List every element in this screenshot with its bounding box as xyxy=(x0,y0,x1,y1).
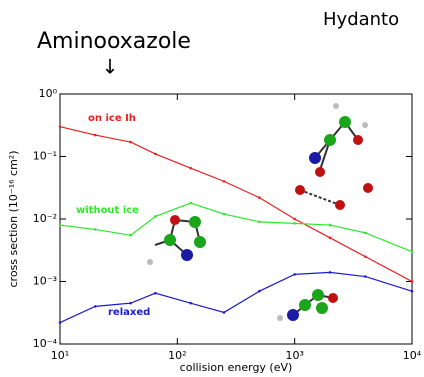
data-point xyxy=(94,228,97,231)
data-point xyxy=(154,215,157,218)
data-point xyxy=(411,250,414,253)
molecule-hydantoin xyxy=(295,103,373,210)
data-point xyxy=(59,125,62,128)
y-tick-label: 10⁻² xyxy=(33,212,57,225)
x-axis-label: collision energy (eV) xyxy=(180,361,293,374)
data-point xyxy=(258,221,261,224)
y-tick-label: 10⁻³ xyxy=(33,275,57,288)
arrow: ↓ xyxy=(102,55,119,79)
data-point xyxy=(293,273,296,276)
series-label: without ice xyxy=(76,205,139,216)
data-point xyxy=(154,292,157,295)
data-point xyxy=(411,280,414,283)
molecule-aminooxazole xyxy=(147,215,206,265)
data-point xyxy=(258,196,261,199)
data-point xyxy=(59,224,62,227)
data-point xyxy=(223,213,226,216)
data-point xyxy=(329,271,332,274)
data-point xyxy=(223,180,226,183)
data-point xyxy=(59,321,62,324)
data-point xyxy=(223,311,226,314)
data-point xyxy=(94,134,97,137)
data-point xyxy=(129,234,132,237)
data-point xyxy=(364,255,367,258)
data-point xyxy=(129,141,132,144)
series-label: on ice Ih xyxy=(88,113,136,124)
x-tick-label: 10⁴ xyxy=(403,349,422,362)
data-point xyxy=(329,224,332,227)
data-point xyxy=(258,290,261,293)
data-point xyxy=(329,237,332,240)
chart: Aminooxazole ↓ Hydanto collision energy … xyxy=(0,0,424,377)
x-tick-label: 10¹ xyxy=(51,349,69,362)
x-tick-label: 10² xyxy=(168,349,186,362)
data-point xyxy=(364,275,367,278)
data-point xyxy=(94,305,97,308)
data-point xyxy=(189,167,192,170)
y-tick-label: 10⁻⁴ xyxy=(33,337,58,350)
y-tick-label: 10⁻¹ xyxy=(33,150,57,163)
data-point xyxy=(189,202,192,205)
data-point xyxy=(189,302,192,305)
x-tick-label: 10³ xyxy=(285,349,303,362)
series-label: relaxed xyxy=(108,307,150,318)
molecule-label: Aminooxazole xyxy=(37,29,191,54)
data-point xyxy=(293,222,296,225)
data-point xyxy=(364,232,367,235)
data-point xyxy=(129,302,132,305)
data-point xyxy=(154,153,157,156)
molecule-relaxed xyxy=(277,289,338,321)
data-point xyxy=(293,218,296,221)
molecule-label: Hydanto xyxy=(323,9,399,30)
data-point xyxy=(411,290,414,293)
y-tick-label: 10⁰ xyxy=(39,87,58,100)
y-axis-label: cross section (10⁻¹⁶ cm²) xyxy=(7,150,20,287)
